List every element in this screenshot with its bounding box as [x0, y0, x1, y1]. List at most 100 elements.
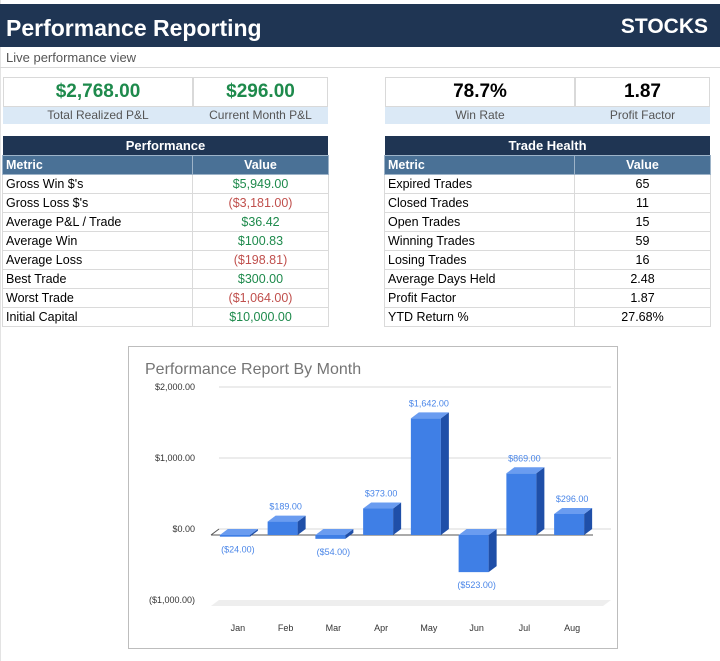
value-cell: 1.87: [574, 288, 711, 308]
x-tick-label: Jun: [469, 623, 484, 633]
bar-aug: [554, 513, 585, 535]
x-tick-label: May: [420, 623, 438, 633]
bar-side: [488, 529, 497, 573]
table-row: Average Days Held 2.48: [384, 269, 711, 289]
value-cell: 65: [574, 174, 711, 194]
metric-cell: Initial Capital: [2, 307, 193, 327]
table-row: Gross Loss $'s ($3,181.00): [2, 193, 329, 213]
realized-pnl-label: Total Realized P&L: [3, 107, 193, 124]
metric-cell: Open Trades: [384, 212, 575, 232]
bar-top: [458, 529, 497, 535]
bar-side: [440, 412, 449, 535]
table-header-row: Metric Value: [2, 155, 329, 175]
month-pnl-value: $296.00: [193, 77, 328, 107]
y-tick-label: $2,000.00: [155, 382, 195, 392]
month-pnl-label: Current Month P&L: [193, 107, 328, 124]
bar-mar: [315, 535, 346, 539]
bar-top: [410, 412, 449, 419]
metric-cell: Best Trade: [2, 269, 193, 289]
title-bar: Performance Reporting STOCKS: [0, 4, 720, 47]
bar-side: [536, 467, 545, 535]
table-row: Worst Trade ($1,064.00): [2, 288, 329, 308]
bar-apr: [363, 508, 394, 535]
table-row: Gross Win $'s $5,949.00: [2, 174, 329, 194]
bar-top: [554, 507, 593, 514]
x-tick-label: Jan: [231, 623, 246, 633]
value-cell: $100.83: [192, 231, 329, 251]
column-header-value: Value: [574, 155, 711, 175]
chart-title: Performance Report By Month: [145, 361, 362, 378]
x-tick-label: Apr: [374, 623, 388, 633]
data-label: $869.00: [508, 453, 541, 463]
value-cell: ($3,181.00): [192, 193, 329, 213]
y-tick-label: $0.00: [172, 524, 195, 534]
bar-may: [410, 418, 441, 535]
performance-table: Metric Value Gross Win $'s $5,949.00 Gross…: [2, 155, 329, 327]
win-rate-label: Win Rate: [385, 107, 575, 124]
metric-cell: Gross Win $'s: [2, 174, 193, 194]
metric-cell: Winning Trades: [384, 231, 575, 251]
win-rate-value: 78.7%: [385, 77, 575, 107]
data-label: $296.00: [556, 494, 589, 504]
table-row: YTD Return % 27.68%: [384, 307, 711, 327]
bar-feb: [267, 521, 298, 535]
profit-factor-value: 1.87: [575, 77, 710, 107]
subtitle: Live performance view: [6, 50, 137, 65]
table-row: Average Loss ($198.81): [2, 250, 329, 270]
metric-cell: Closed Trades: [384, 193, 575, 213]
value-cell: 2.48: [574, 269, 711, 289]
value-cell: ($198.81): [192, 250, 329, 270]
metric-cell: Average Days Held: [384, 269, 575, 289]
performance-section-title: Performance: [3, 136, 328, 155]
bar-top: [267, 515, 306, 522]
data-label: $373.00: [365, 489, 398, 499]
column-header-metric: Metric: [384, 155, 575, 175]
table-row: Open Trades 15: [384, 212, 711, 232]
trade-health-table: Metric Value Expired Trades 65 Closed Trad…: [384, 155, 711, 327]
page-title: Performance Reporting: [6, 15, 262, 41]
value-cell: $300.00: [192, 269, 329, 289]
metric-cell: Profit Factor: [384, 288, 575, 308]
metric-cell: Worst Trade: [2, 288, 193, 308]
bar-top: [506, 467, 545, 474]
asset-class-label: STOCKS: [620, 15, 708, 38]
chart-canvas: $2,000.00 $1,000.00 $0.00 ($1,000.00) ($24.0…: [149, 382, 611, 633]
y-tick-label: $1,000.00: [155, 453, 195, 463]
metric-cell: YTD Return %: [384, 307, 575, 327]
monthly-performance-chart[interactable]: Performance Report By Month $2,000.00 $1,…: [128, 346, 618, 649]
value-cell: $5,949.00: [192, 174, 329, 194]
trade-health-section-title: Trade Health: [385, 136, 710, 155]
data-label: $1,642.00: [409, 398, 449, 408]
zero-baseline-depth: [210, 528, 220, 536]
table-row: Average P&L / Trade $36.42: [2, 212, 329, 232]
bar-jun: [458, 535, 489, 573]
value-cell: 59: [574, 231, 711, 251]
data-label: $189.00: [269, 502, 302, 512]
bar-side: [297, 515, 306, 535]
table-row: Average Win $100.83: [2, 231, 329, 251]
table-row: Closed Trades 11: [384, 193, 711, 213]
data-label: ($24.00): [221, 545, 255, 555]
value-cell: 16: [574, 250, 711, 270]
profit-factor-label: Profit Factor: [575, 107, 710, 124]
table-row: Initial Capital $10,000.00: [2, 307, 329, 327]
value-cell: $10,000.00: [192, 307, 329, 327]
data-label: ($523.00): [457, 580, 496, 590]
value-cell: ($1,064.00): [192, 288, 329, 308]
column-header-metric: Metric: [2, 155, 193, 175]
chart-floor: [211, 600, 611, 606]
bar-side: [393, 502, 402, 535]
table-row: Expired Trades 65: [384, 174, 711, 194]
x-tick-label: Aug: [564, 623, 580, 633]
bar-jul: [506, 473, 537, 535]
metric-cell: Average P&L / Trade: [2, 212, 193, 232]
value-cell: $36.42: [192, 212, 329, 232]
bar-side: [249, 529, 258, 537]
value-cell: 27.68%: [574, 307, 711, 327]
value-cell: 15: [574, 212, 711, 232]
data-label: ($54.00): [317, 547, 351, 557]
table-row: Profit Factor 1.87: [384, 288, 711, 308]
y-tick-label: ($1,000.00): [149, 595, 195, 605]
metric-cell: Losing Trades: [384, 250, 575, 270]
value-cell: 11: [574, 193, 711, 213]
